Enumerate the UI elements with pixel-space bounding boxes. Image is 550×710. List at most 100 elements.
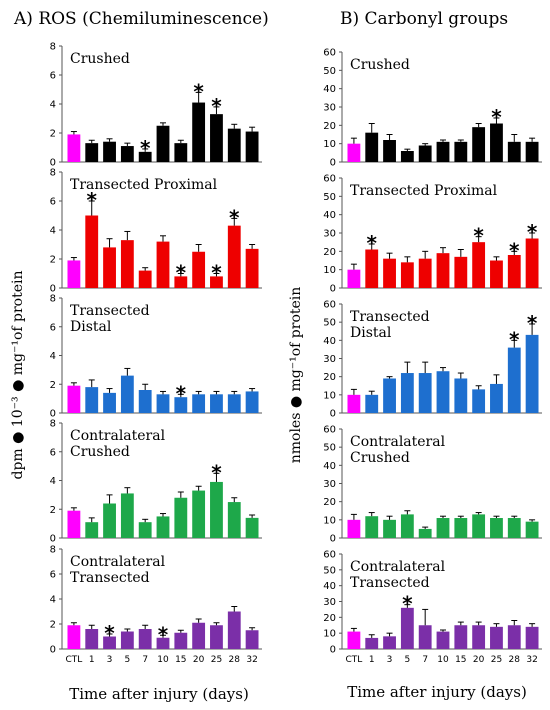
bar-32 — [245, 517, 259, 538]
bar-3 — [103, 392, 116, 413]
y-tick-label: 20 — [323, 372, 336, 383]
bar-10 — [436, 371, 450, 413]
y-tick-label: 50 — [323, 66, 336, 77]
bar-32 — [525, 238, 539, 288]
y-tick-label: 20 — [323, 121, 336, 132]
y-tick-label: 8 — [50, 545, 56, 556]
y-tick-label: 50 — [323, 192, 336, 203]
y-tick-label: 10 — [323, 629, 336, 640]
x-tick-label: 3 — [107, 655, 113, 665]
chart-panel-a-1: 0 2 4 6 8 Crushed * * * — [50, 42, 262, 169]
y-tick-label: 60 — [323, 550, 336, 561]
y-tick-label: 40 — [323, 581, 336, 592]
right-x-axis-label: Time after injury (days) — [347, 683, 527, 701]
y-tick-label: 4 — [50, 100, 56, 111]
bar-28 — [507, 347, 521, 413]
y-tick-label: 0 — [50, 409, 56, 420]
bar-7 — [138, 390, 152, 413]
y-tick-label: 8 — [50, 294, 56, 305]
y-tick-label: 0 — [50, 645, 56, 656]
x-tick-label: CTL — [346, 655, 363, 665]
y-tick-label: 0 — [50, 158, 56, 169]
bar-3 — [383, 378, 396, 413]
bar-32 — [245, 131, 259, 162]
significance-star: * — [527, 220, 538, 244]
bar-5 — [120, 375, 134, 413]
y-tick-label: 30 — [323, 103, 336, 114]
x-tick-label: 5 — [124, 655, 130, 665]
bar-CTL — [67, 385, 81, 413]
bar-10 — [436, 141, 450, 162]
y-tick-label: 2 — [50, 129, 56, 140]
significance-star: * — [527, 311, 538, 335]
bar-7 — [418, 625, 432, 649]
bar-CTL — [347, 269, 361, 288]
panel-title: Contralateral — [70, 428, 166, 444]
bar-15 — [174, 632, 188, 649]
y-tick-label: 2 — [50, 255, 56, 266]
bar-7 — [138, 629, 152, 649]
x-tick-label: 20 — [473, 655, 485, 665]
y-tick-label: 8 — [50, 168, 56, 179]
bar-7 — [418, 145, 432, 162]
bar-3 — [383, 519, 396, 538]
bar-5 — [400, 373, 414, 413]
x-tick-label: 32 — [246, 655, 257, 665]
bar-1 — [365, 132, 379, 162]
y-tick-label: 50 — [323, 565, 336, 576]
y-tick-label: 0 — [50, 284, 56, 295]
bar-15 — [454, 256, 468, 288]
significance-star: * — [193, 79, 204, 103]
y-tick-label: 40 — [323, 336, 336, 347]
bar-28 — [507, 625, 521, 649]
x-tick-label: 3 — [387, 655, 393, 665]
bar-5 — [400, 514, 414, 538]
x-tick-label: 28 — [229, 655, 241, 665]
bar-32 — [525, 141, 539, 162]
bar-20 — [192, 394, 206, 413]
bar-32 — [525, 626, 539, 649]
significance-star: * — [366, 231, 377, 255]
bar-15 — [454, 518, 468, 538]
significance-star: * — [509, 327, 520, 351]
bar-7 — [138, 270, 152, 288]
y-tick-label: 0 — [330, 158, 336, 169]
bar-28 — [227, 128, 241, 162]
significance-star: * — [402, 592, 413, 616]
bar-CTL — [347, 519, 361, 538]
bar-10 — [436, 253, 450, 288]
bar-1 — [85, 629, 99, 649]
bar-20 — [192, 490, 206, 538]
bar-28 — [227, 225, 241, 288]
bar-7 — [138, 522, 152, 538]
y-tick-label: 2 — [50, 505, 56, 516]
bar-32 — [245, 391, 259, 413]
right-column-title: B) Carbonyl groups — [340, 9, 508, 29]
bar-20 — [472, 514, 486, 538]
bar-15 — [454, 625, 468, 649]
significance-star: * — [86, 188, 97, 212]
bar-3 — [103, 247, 116, 288]
panel-title: Crushed — [350, 57, 410, 73]
panel-title: Transected — [70, 570, 150, 586]
bar-10 — [156, 241, 170, 288]
left-column-title: A) ROS (Chemiluminescence) — [13, 9, 269, 29]
bar-10 — [156, 516, 170, 538]
y-tick-label: 30 — [323, 229, 336, 240]
significance-star: * — [509, 238, 520, 262]
y-tick-label: 0 — [50, 534, 56, 545]
bar-28 — [507, 518, 521, 538]
left-x-axis-label: Time after injury (days) — [69, 685, 249, 703]
bar-25 — [490, 518, 503, 538]
y-tick-label: 40 — [323, 461, 336, 472]
bar-5 — [120, 493, 134, 538]
left-y-axis-label: dpm ● 10⁻³ ● mg⁻¹of protein — [10, 270, 26, 479]
bar-25 — [210, 625, 223, 649]
bar-25 — [490, 626, 503, 649]
panel-title: Crushed — [350, 450, 410, 466]
